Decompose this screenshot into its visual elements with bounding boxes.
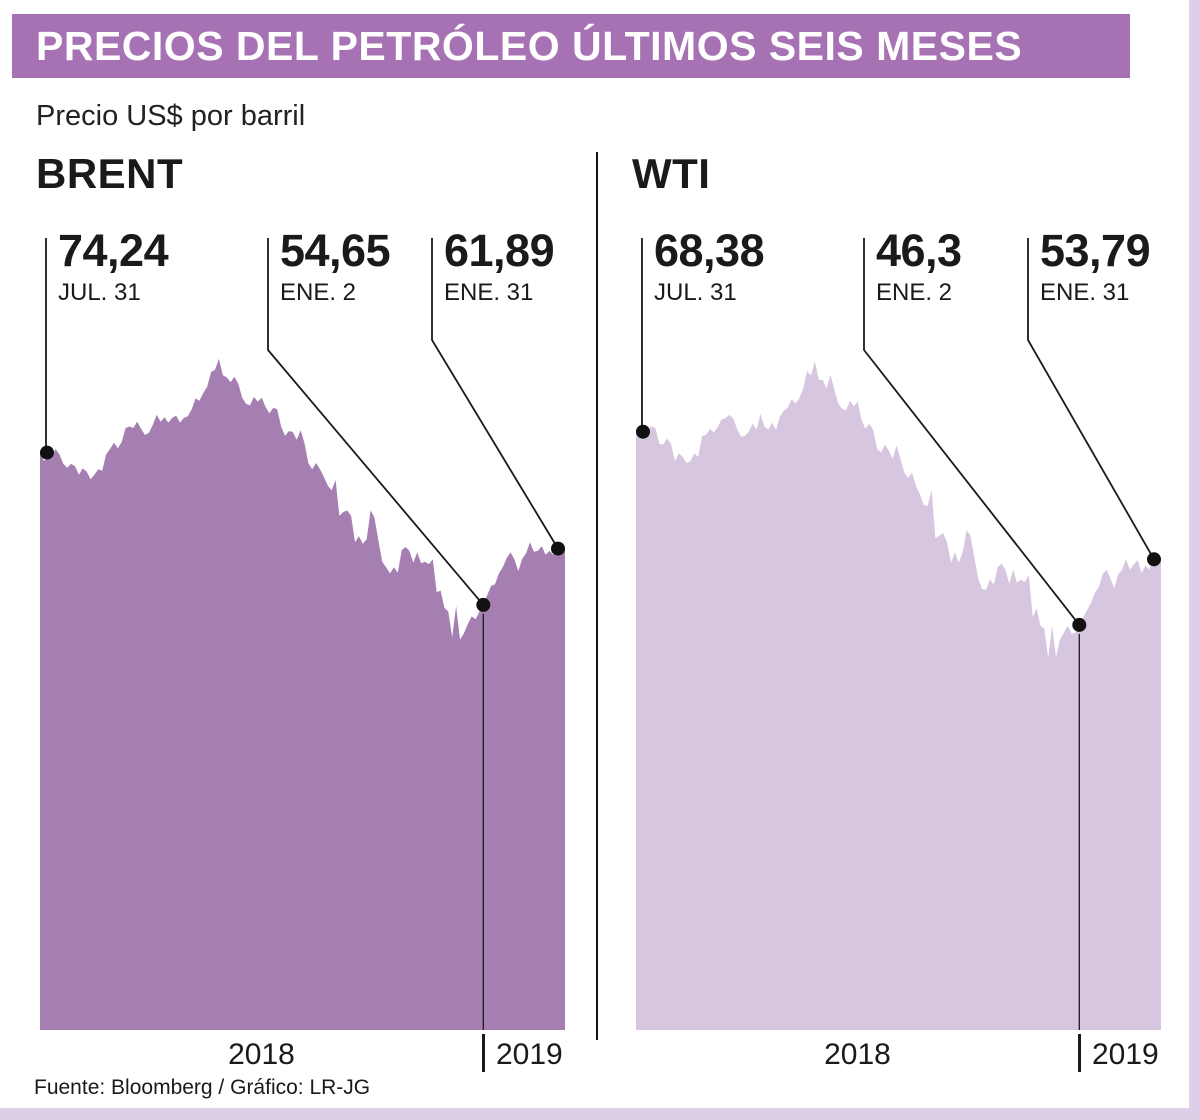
marker-date: JUL. 31 (58, 279, 141, 306)
brent-x-axis: 2018 2019 (40, 1034, 565, 1076)
marker-value: 68,38 (654, 225, 765, 276)
marker-date: JUL. 31 (654, 279, 737, 306)
page-frame-right (1189, 0, 1200, 1120)
header-band: PRECIOS DEL PETRÓLEO ÚLTIMOS SEIS MESES (12, 14, 1130, 78)
chart-title-wti: WTI (632, 150, 711, 197)
brent-area-chart (40, 238, 565, 1030)
annotation-brent-jul31: 74,24 JUL. 31 (58, 225, 169, 307)
marker-value: 61,89 (444, 225, 555, 276)
brent-panel: BRENT 74,24 JUL. 31 54,65 ENE. 2 61,89 E… (28, 150, 577, 1090)
panel-divider (596, 152, 598, 1040)
unit-label: Precio US$ por barril (36, 100, 306, 132)
marker-date: ENE. 31 (444, 279, 534, 306)
marker-value: 74,24 (58, 225, 169, 276)
page-frame-bottom (0, 1108, 1200, 1120)
annotation-brent-ene31: 61,89 ENE. 31 (444, 225, 555, 307)
source-credit: Fuente: Bloomberg / Gráfico: LR-JG (34, 1076, 371, 1099)
axis-label-2019: 2019 (496, 1038, 563, 1071)
marker-value: 54,65 (280, 225, 391, 276)
axis-label-2019: 2019 (1092, 1038, 1159, 1071)
axis-tick-2019 (1078, 1034, 1081, 1072)
marker-date: ENE. 31 (1040, 279, 1130, 306)
marker-value: 53,79 (1040, 225, 1151, 276)
wti-area-chart (636, 238, 1161, 1030)
wti-panel: WTI 68,38 JUL. 31 46,3 ENE. 2 53,79 ENE.… (624, 150, 1173, 1090)
axis-tick-2019 (482, 1034, 485, 1072)
marker-date: ENE. 2 (280, 279, 357, 306)
wti-x-axis: 2018 2019 (636, 1034, 1161, 1076)
annotation-wti-ene2: 46,3 ENE. 2 (876, 226, 962, 307)
marker-date: ENE. 2 (876, 279, 953, 306)
axis-label-2018: 2018 (228, 1038, 295, 1071)
marker-value: 46,3 (876, 225, 962, 276)
page-title: PRECIOS DEL PETRÓLEO ÚLTIMOS SEIS MESES (36, 22, 1023, 69)
axis-label-2018: 2018 (824, 1038, 891, 1071)
annotation-brent-ene2: 54,65 ENE. 2 (280, 225, 391, 307)
chart-title-brent: BRENT (36, 150, 184, 197)
annotation-wti-jul31: 68,38 JUL. 31 (654, 225, 765, 307)
annotation-wti-ene31: 53,79 ENE. 31 (1040, 225, 1151, 307)
